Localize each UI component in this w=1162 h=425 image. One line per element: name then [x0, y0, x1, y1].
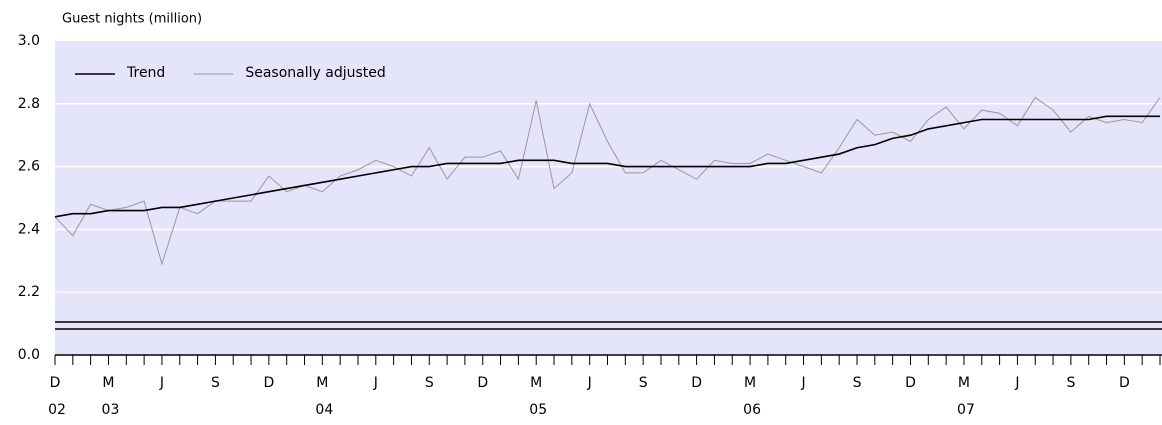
- x-year-label: 04: [315, 402, 333, 418]
- x-year-label: 02: [48, 402, 66, 418]
- legend-label: Trend: [126, 65, 165, 81]
- x-tick-label: S: [425, 375, 434, 391]
- x-tick-label: M: [102, 375, 114, 391]
- x-tick-label: M: [744, 375, 756, 391]
- x-tick-label: M: [958, 375, 970, 391]
- x-year-label: 06: [743, 402, 761, 418]
- x-tick-label: S: [211, 375, 220, 391]
- x-tick-label: J: [587, 375, 592, 391]
- x-tick-label: J: [800, 375, 805, 391]
- x-tick-label: D: [1119, 375, 1130, 391]
- x-year-label: 07: [957, 402, 975, 418]
- y-tick-label: 2.2: [18, 284, 40, 300]
- y-tick-label: 0.0: [18, 347, 40, 363]
- series-line: [54, 96, 1161, 266]
- x-tick-label: J: [373, 375, 378, 391]
- series-line: [54, 115, 1160, 218]
- y-axis-label: Guest nights (million): [62, 12, 202, 27]
- x-tick-label: D: [905, 375, 916, 391]
- x-tick-label: S: [1066, 375, 1075, 391]
- y-tick-label: 2.8: [18, 96, 40, 112]
- x-tick-label: J: [159, 375, 164, 391]
- x-tick-label: M: [530, 375, 542, 391]
- x-tick-label: D: [263, 375, 274, 391]
- x-tick-label: D: [477, 375, 488, 391]
- y-tick-label: 3.0: [18, 33, 40, 49]
- x-year-label: 03: [102, 402, 120, 418]
- legend-label: Seasonally adjusted: [245, 65, 385, 81]
- x-tick-label: J: [1014, 375, 1019, 391]
- y-tick-label: 2.4: [18, 221, 40, 237]
- x-tick-label: D: [50, 375, 61, 391]
- x-tick-label: M: [316, 375, 328, 391]
- x-tick-label: S: [853, 375, 862, 391]
- x-tick-label: D: [691, 375, 702, 391]
- x-tick-label: S: [639, 375, 648, 391]
- plot-area: [55, 41, 1162, 355]
- x-year-label: 05: [529, 402, 547, 418]
- y-tick-label: 2.6: [18, 159, 40, 175]
